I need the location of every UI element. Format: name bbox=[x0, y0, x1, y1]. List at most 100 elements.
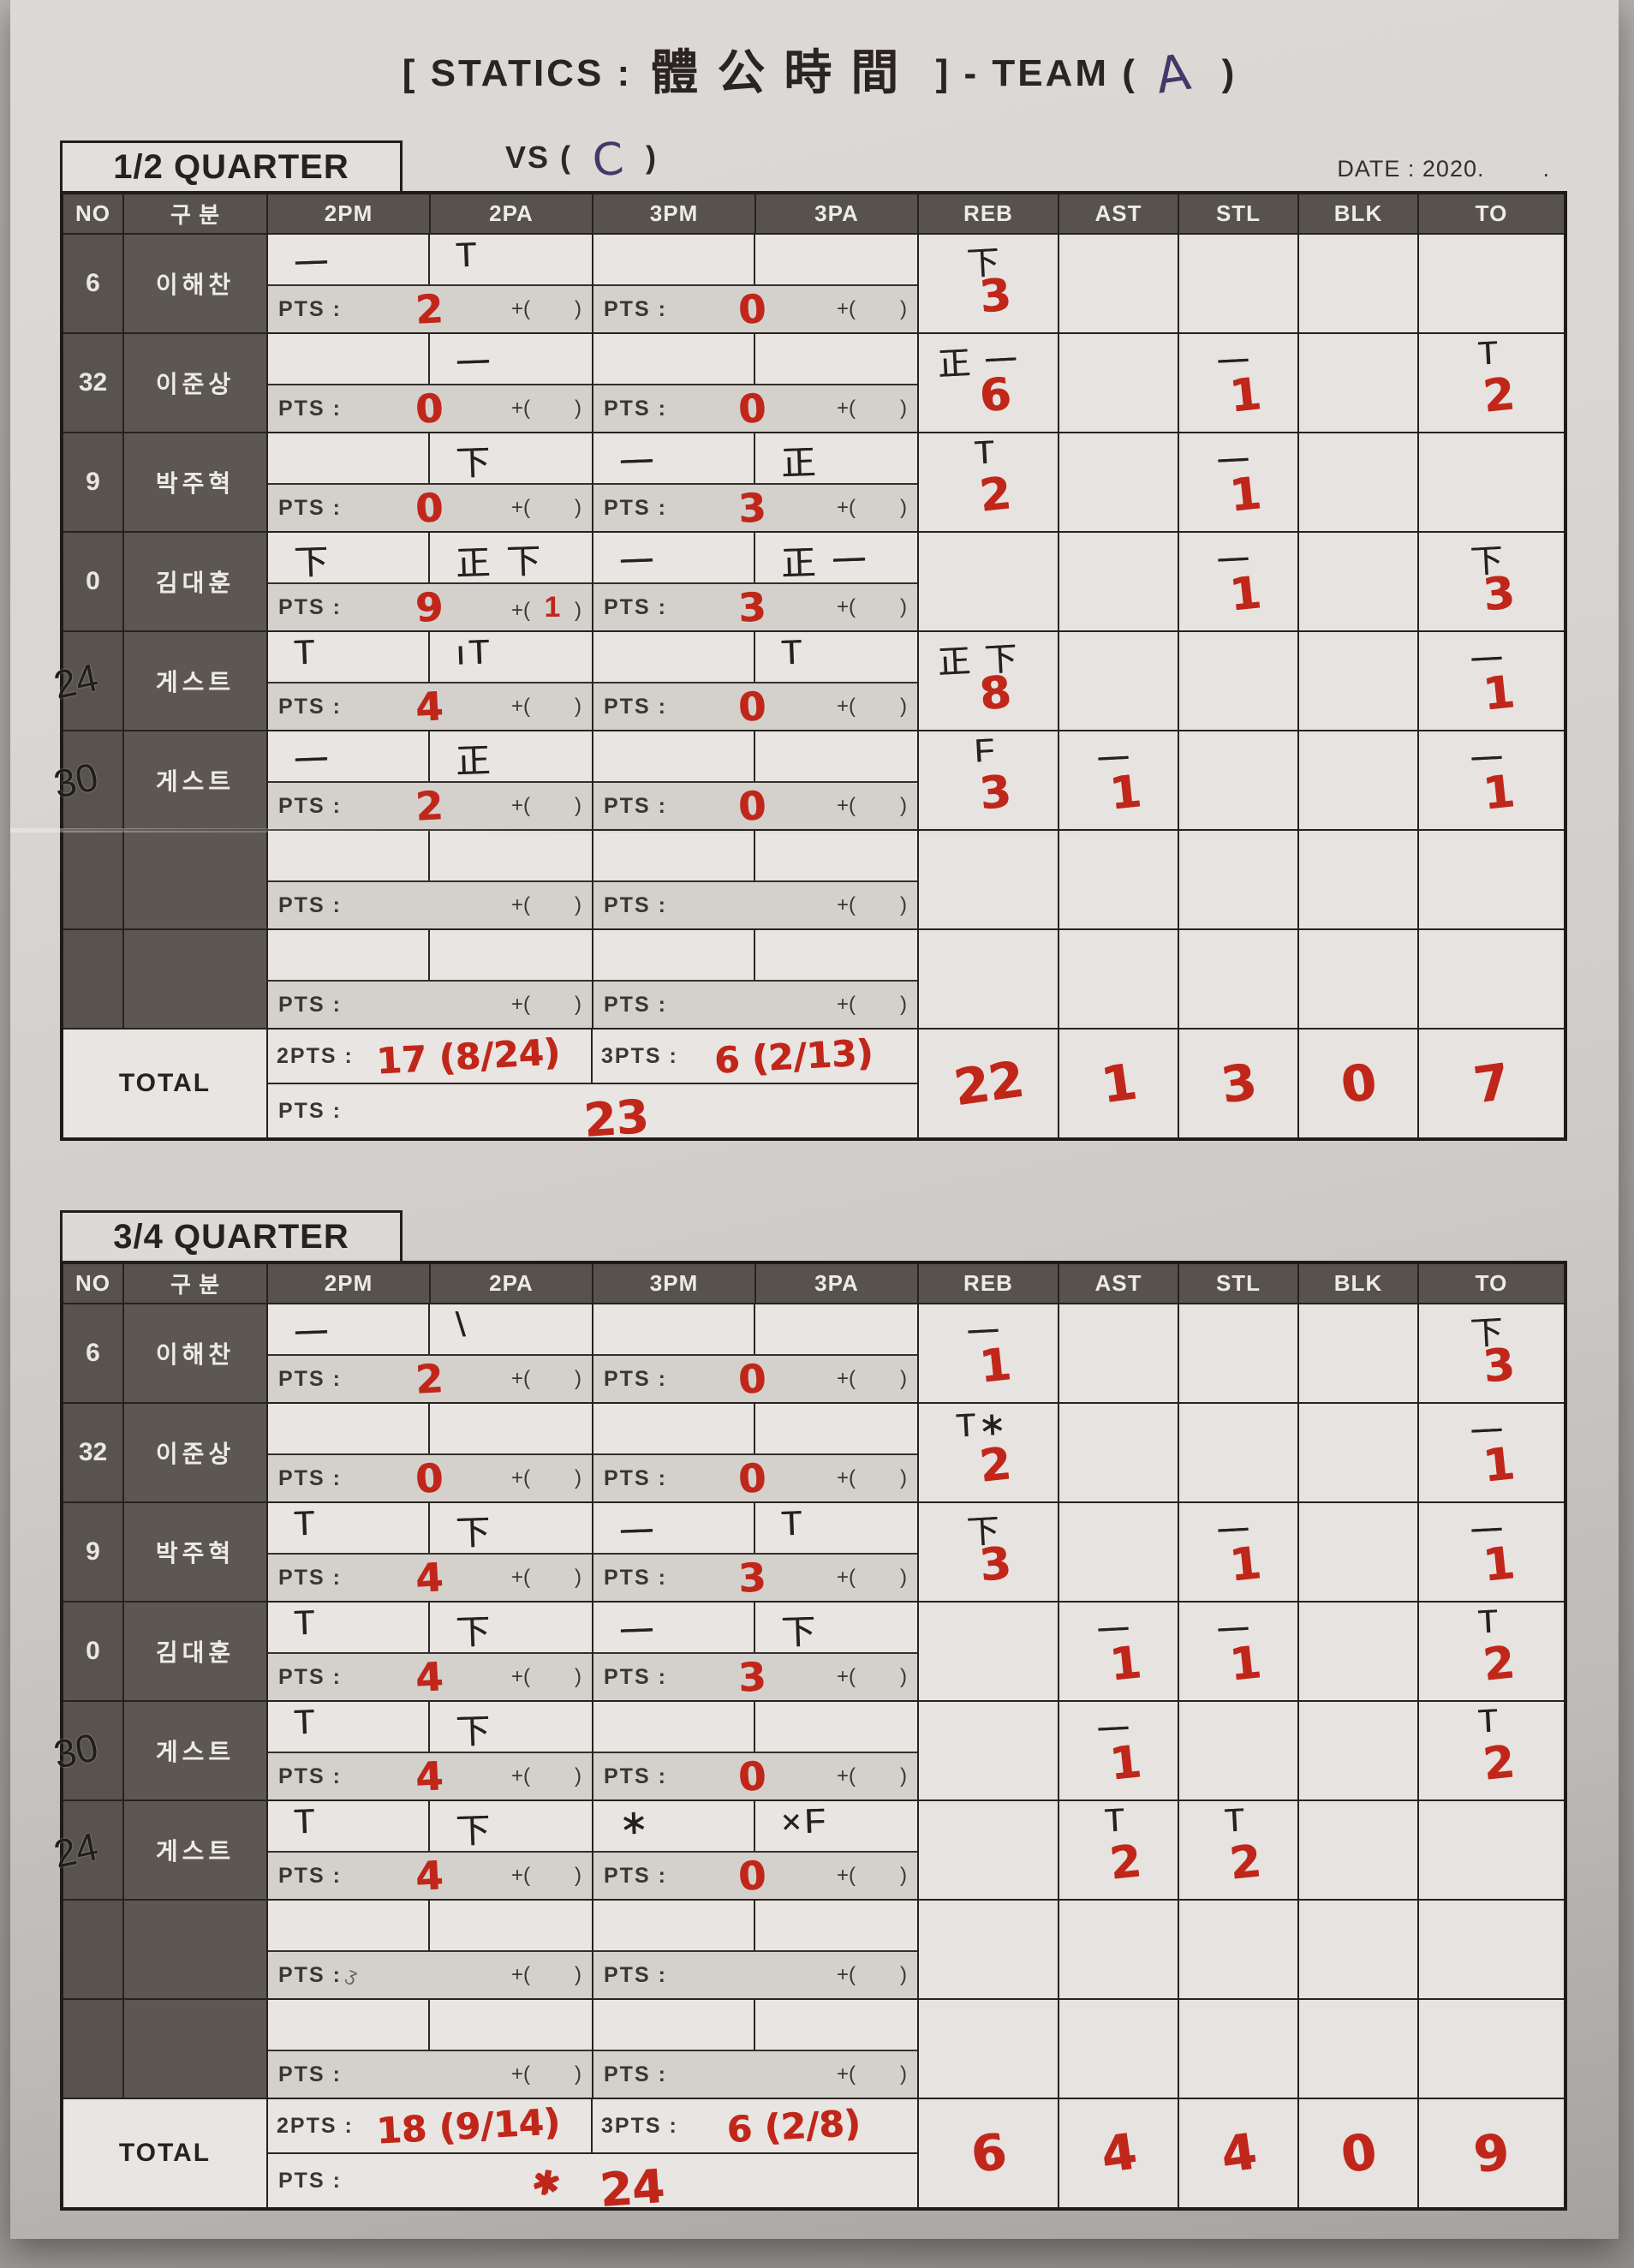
pts-label: PTS : bbox=[278, 1764, 342, 1788]
two-point-pts-row: PTS : 2 +() bbox=[268, 781, 592, 830]
player-number: 9 bbox=[86, 468, 100, 496]
two-point-pts-row: PTS : 2 +() bbox=[268, 284, 592, 333]
total-pts-value: 24 bbox=[597, 2158, 666, 2217]
three-point-pts-row: PTS : 0 +() bbox=[593, 1752, 917, 1800]
player-name: 김대훈 bbox=[122, 1601, 268, 1702]
plus-freethrow: +() bbox=[836, 1466, 907, 1489]
player-name: 게스트 bbox=[122, 630, 268, 731]
total-pts-value: 23 bbox=[581, 1089, 650, 1148]
pts-label: PTS : bbox=[278, 1366, 342, 1391]
2pts-value: 4 bbox=[414, 683, 444, 731]
player-number-cell: 0 bbox=[61, 531, 124, 632]
total-blk-cell: 0 bbox=[1297, 2098, 1419, 2210]
2pts-value: 9 bbox=[414, 583, 444, 631]
ast-cell bbox=[1058, 1899, 1179, 2000]
to-value: 1 bbox=[1480, 766, 1517, 821]
2pa-tally: 下 bbox=[455, 1513, 495, 1553]
blk-cell bbox=[1297, 432, 1419, 533]
three-point-cell: PTS : +() bbox=[592, 928, 919, 1030]
total-stl-cell: 4 bbox=[1178, 2098, 1299, 2210]
player-row: 6 이해찬 一 \ PTS : 2 +() PTS : 0 +() bbox=[61, 1303, 1566, 1404]
3pm-tally: 一 bbox=[618, 543, 658, 582]
pts-label: PTS : bbox=[278, 1863, 342, 1888]
blk-cell bbox=[1297, 233, 1419, 334]
two-point-pts-row: PTS : ʒ +() bbox=[268, 1950, 592, 1998]
player-row: 24 게스트 T 下 PTS : 4 +() ∗ ×F PTS : 0 +() bbox=[50, 1799, 1566, 1901]
two-point-tally-row: T 下 bbox=[268, 1603, 592, 1652]
col-blk: BLK bbox=[1297, 1262, 1419, 1304]
3pts-value: 3 bbox=[736, 1653, 767, 1701]
title-prefix: [ STATICS : bbox=[402, 52, 646, 94]
ast-cell bbox=[1058, 1998, 1179, 2099]
blk-cell bbox=[1297, 1899, 1419, 2000]
player-row: 6 이해찬 一 T PTS : 2 +() PTS : 0 +() bbox=[61, 233, 1566, 334]
3pa-tally-cell bbox=[755, 334, 917, 384]
to-cell bbox=[1417, 1799, 1566, 1901]
stats-table: NO 구 분 2PM 2PA 3PM 3PA REB AST STL BLK T… bbox=[50, 1261, 1567, 2217]
three-point-tally-row bbox=[593, 731, 917, 781]
player-number-cell: 9 bbox=[61, 1501, 124, 1603]
player-number: 24 bbox=[50, 1823, 102, 1877]
3pts-value bbox=[667, 1971, 837, 1979]
pts-label: PTS : bbox=[278, 1565, 342, 1590]
two-point-tally-row: 一 \ bbox=[268, 1304, 592, 1354]
col-3pm: 3PM bbox=[592, 192, 756, 235]
quarter-section: 1/2 QUARTER VS (C) DATE : 2020. . NO 구 분… bbox=[50, 133, 1579, 1147]
ast-cell bbox=[1058, 928, 1179, 1030]
two-point-pts-row: PTS : 4 +() bbox=[268, 682, 592, 731]
total-reb-value: 6 bbox=[967, 2122, 1010, 2185]
total-2pts-value: 18 (9/14) bbox=[375, 2099, 561, 2152]
2pm-tally-cell: T bbox=[268, 1801, 430, 1851]
2pm-tally-cell bbox=[268, 930, 430, 980]
total-pts-label: PTS : bbox=[278, 2168, 342, 2193]
three-point-cell: PTS : 0 +() bbox=[592, 1700, 919, 1801]
3pm-tally-cell bbox=[593, 2000, 755, 2050]
player-number-cell: 32 bbox=[61, 332, 124, 433]
total-2pts: 2PTS : 18 (9/14) bbox=[268, 2099, 593, 2152]
3pts-value: 0 bbox=[736, 683, 767, 731]
two-point-cell: PTS : +() bbox=[266, 829, 593, 930]
reb-cell bbox=[917, 531, 1059, 632]
pts-label: PTS : bbox=[278, 992, 342, 1017]
ast-value: 1 bbox=[1106, 1736, 1144, 1791]
ast-cell bbox=[1058, 432, 1179, 533]
total-3pts-value: 6 (2/8) bbox=[725, 2101, 862, 2151]
3pts-value: 3 bbox=[736, 1554, 767, 1602]
pts-label: PTS : bbox=[604, 793, 667, 818]
2pm-tally: T bbox=[293, 1802, 319, 1841]
three-point-cell: PTS : 0 +() bbox=[592, 1303, 919, 1404]
three-point-pts-row: PTS : +() bbox=[593, 880, 917, 928]
two-point-pts-row: PTS : 2 +() bbox=[268, 1354, 592, 1403]
player-number-cell: 24 bbox=[50, 630, 124, 731]
two-point-cell: PTS : ʒ +() bbox=[266, 1899, 593, 2000]
total-to-value: 9 bbox=[1470, 2122, 1513, 2185]
to-cell bbox=[1417, 233, 1566, 334]
player-number-cell bbox=[61, 928, 124, 1030]
player-row: PTS : +() PTS : +() bbox=[61, 928, 1566, 1030]
reb-cell bbox=[917, 1899, 1059, 2000]
three-point-tally-row bbox=[593, 1702, 917, 1752]
ast-cell bbox=[1058, 829, 1179, 930]
pts-label: PTS : bbox=[604, 1664, 667, 1689]
col-reb: REB bbox=[917, 1262, 1059, 1304]
player-name: 이준상 bbox=[122, 1402, 268, 1503]
stl-value: 1 bbox=[1226, 468, 1264, 522]
3pm-tally-cell bbox=[593, 1404, 755, 1453]
blk-cell bbox=[1297, 1402, 1419, 1503]
2pa-tally-cell bbox=[430, 930, 592, 980]
quarters-container: 1/2 QUARTER VS (C) DATE : 2020. . NO 구 분… bbox=[50, 133, 1579, 2217]
reb-tally: T bbox=[973, 434, 999, 472]
2pa-tally-cell: 下 bbox=[430, 1503, 592, 1553]
three-point-tally-row: ∗ ×F bbox=[593, 1801, 917, 1851]
three-point-tally-row bbox=[593, 1901, 917, 1950]
two-point-cell: 下 正 下 PTS : 9 +(1) bbox=[266, 531, 593, 632]
total-ast-value: 4 bbox=[1097, 2122, 1140, 2185]
three-point-cell: 一 T PTS : 3 +() bbox=[592, 1501, 919, 1603]
two-point-pts-row: PTS : 4 +() bbox=[268, 1652, 592, 1701]
two-point-tally-row bbox=[268, 930, 592, 980]
